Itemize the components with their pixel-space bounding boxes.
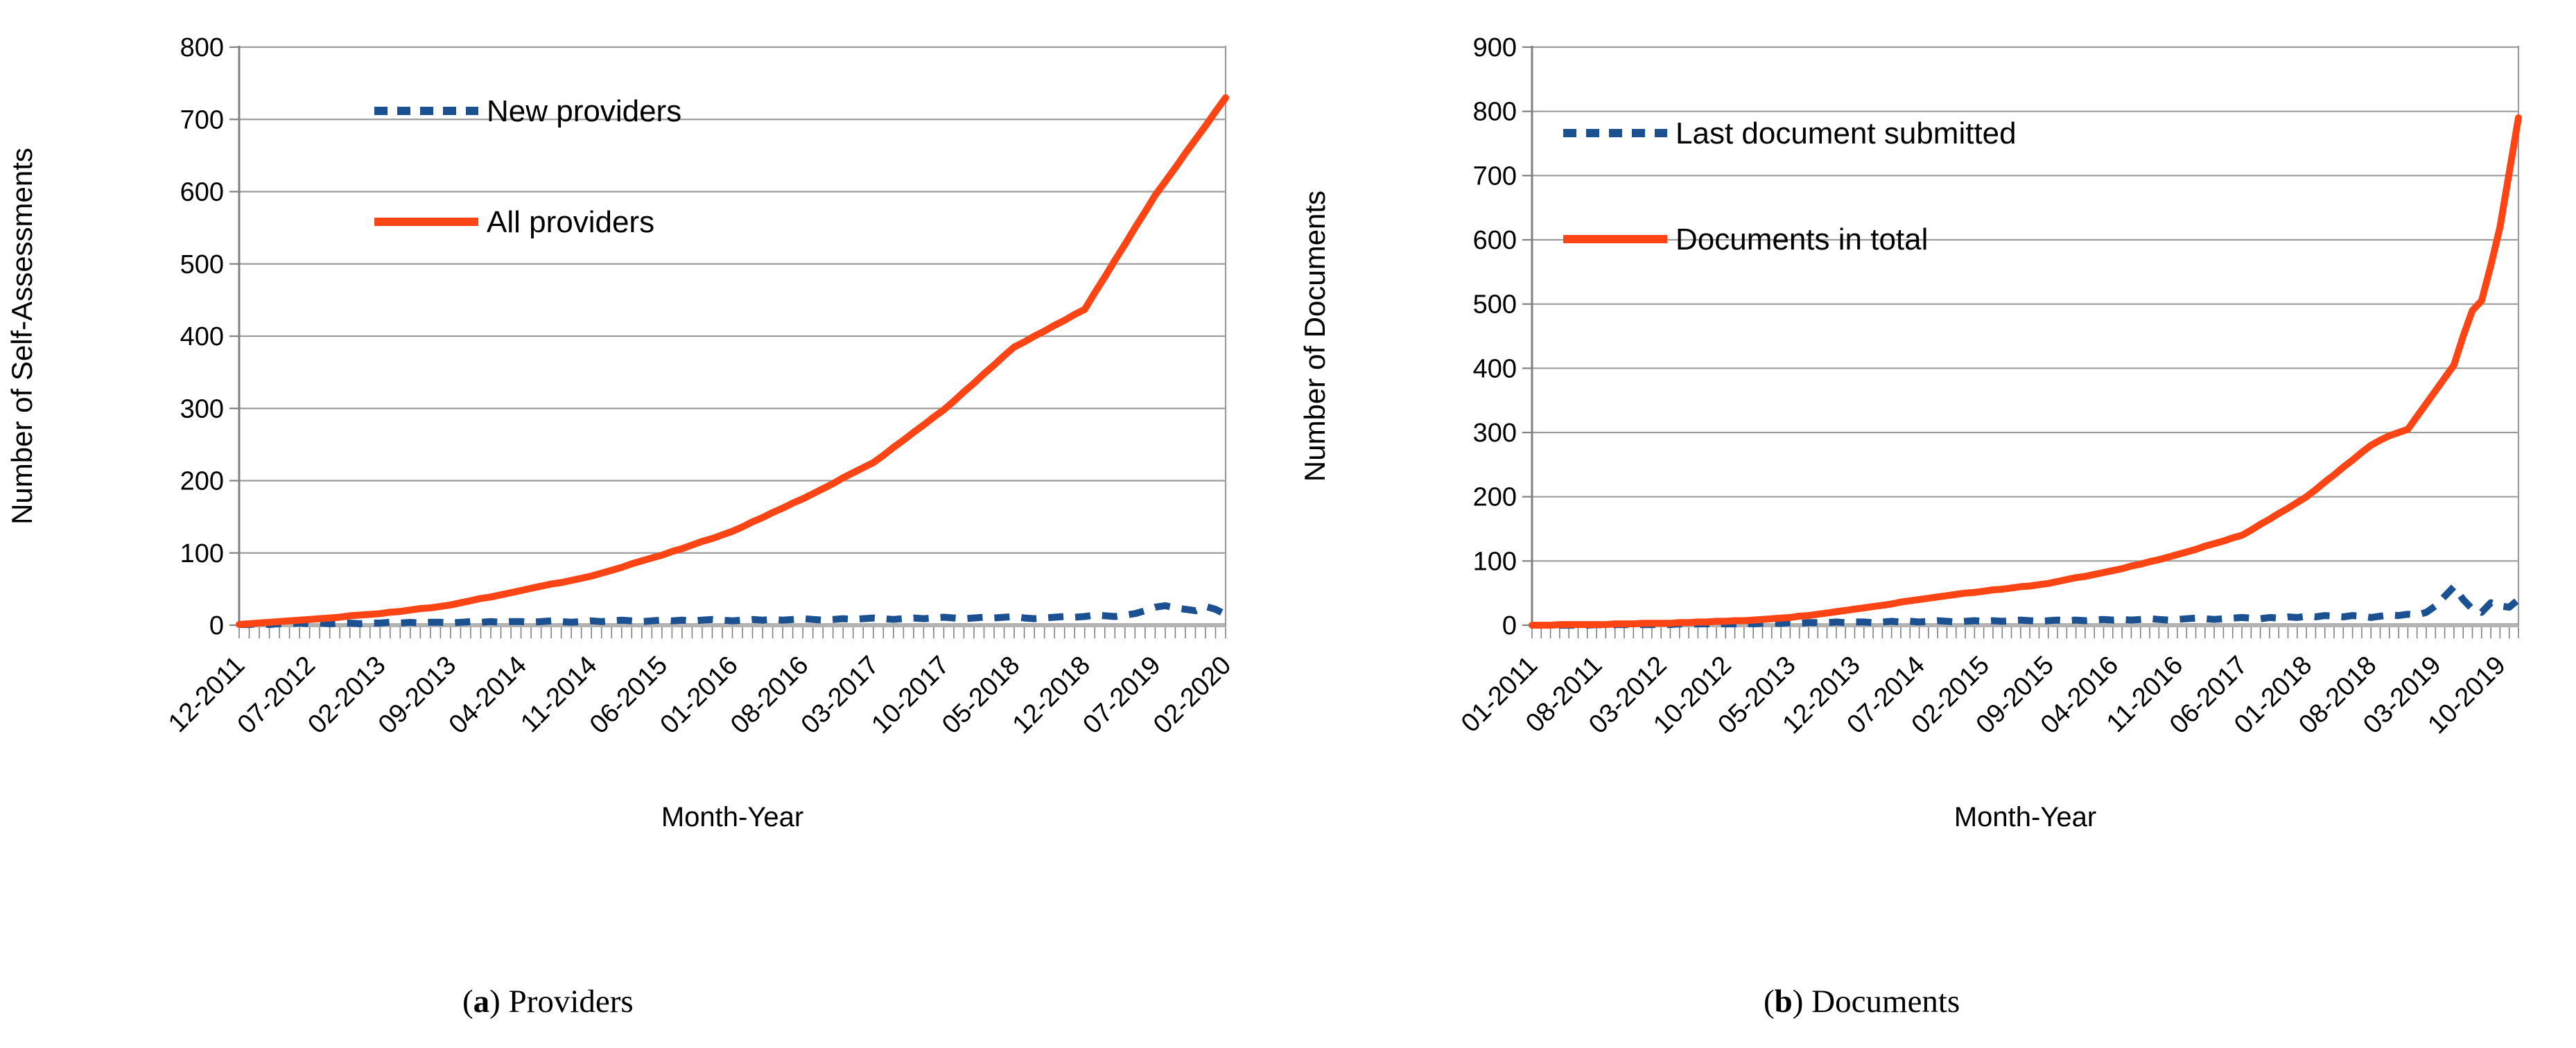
y-tick-label: 100 — [180, 539, 224, 568]
x-tick-label: 09-2013 — [373, 651, 462, 740]
x-tick-label: 01-2016 — [655, 651, 744, 740]
y-tick-label: 100 — [1473, 547, 1517, 576]
y-tick-label: 200 — [180, 467, 224, 496]
y-tick-label: 800 — [180, 33, 224, 62]
legend-label: Documents in total — [1676, 222, 1928, 256]
x-tick-label: 05-2018 — [937, 651, 1025, 740]
caption-b-label: Documents — [1811, 984, 1960, 1020]
y-tick-label: 0 — [209, 611, 224, 640]
caption-b-marker: b — [1774, 984, 1793, 1020]
legend-label: All providers — [487, 205, 654, 239]
x-tick-label: 08-2016 — [725, 651, 814, 740]
caption-b-open: ( — [1764, 984, 1775, 1020]
x-tick-label: 07-2019 — [1077, 651, 1166, 740]
y-tick-label: 200 — [1473, 483, 1517, 512]
panel-documents: 0 100 200 300 400 500 600 700 800 900 01-2011 08-20… — [1293, 0, 2576, 1048]
x-tick-label: 02-2013 — [302, 651, 391, 740]
y-tick-label: 300 — [180, 394, 224, 423]
y-tick-label: 600 — [1473, 226, 1517, 255]
y-tick-label: 600 — [180, 178, 224, 207]
series-line-all-providers — [236, 94, 1229, 628]
y-tick-label: 700 — [180, 105, 224, 134]
providers-line-chart: 010020030040050060070080012-201107-20120… — [6, 33, 1237, 832]
legend-label: Last document submitted — [1676, 116, 2017, 150]
series-line-new-providers — [239, 602, 1228, 628]
legend-label: New providers — [487, 94, 681, 128]
x-tick-label: 03-2017 — [796, 651, 885, 740]
y-axis-title: Number of Documents — [1298, 191, 1331, 482]
x-axis-title: Month-Year — [661, 802, 803, 832]
caption-b: (b) Documents — [1764, 983, 1960, 1020]
caption-a: (a) Providers — [462, 983, 634, 1020]
caption-a-open: ( — [462, 984, 473, 1020]
y-tick-label: 500 — [1473, 290, 1517, 320]
caption-a-close: ) — [489, 984, 509, 1020]
documents-line-chart: 010020030040050060070080090001-201108-20… — [1298, 33, 2522, 832]
x-tick-label: 10-2017 — [866, 651, 955, 740]
x-tick-label: 04-2014 — [444, 651, 532, 740]
y-tick-label: 700 — [1473, 161, 1517, 191]
x-tick-label: 12-2018 — [1007, 651, 1096, 740]
caption-a-label: Providers — [508, 984, 634, 1020]
y-axis-title: Number of Self-Assessments — [6, 148, 38, 525]
y-tick-label: 900 — [1473, 33, 1517, 62]
x-axis-title: Month-Year — [1954, 802, 2096, 832]
y-tick-label: 0 — [1502, 611, 1517, 640]
series-line-documents-in-total — [1529, 114, 2522, 629]
y-tick-label: 400 — [1473, 354, 1517, 383]
caption-b-close: ) — [1792, 984, 1812, 1020]
y-tick-label: 400 — [180, 322, 224, 351]
x-tick-label: 02-2020 — [1148, 651, 1237, 740]
y-tick-label: 500 — [180, 250, 224, 279]
caption-a-marker: a — [473, 984, 490, 1020]
panel-providers: 0 100 200 300 400 500 600 700 800 12-2011 07-2012 0… — [6, 33, 1237, 1020]
y-tick-label: 300 — [1473, 419, 1517, 448]
y-tick-label: 800 — [1473, 98, 1517, 127]
x-tick-label: 07-2012 — [232, 651, 321, 740]
x-tick-label: 06-2015 — [584, 651, 673, 740]
